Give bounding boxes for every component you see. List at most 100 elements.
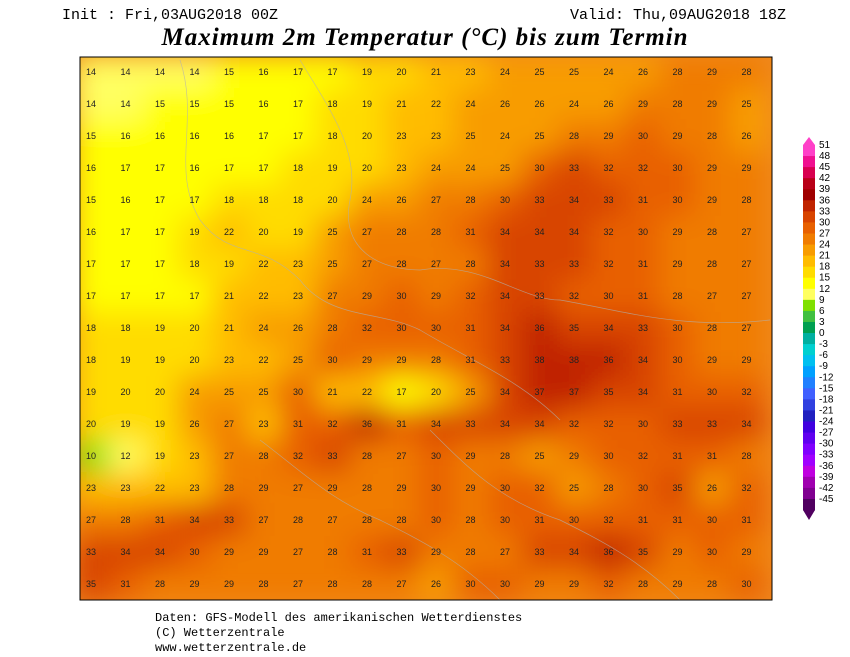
temperature-cell (453, 504, 490, 538)
temperature-label: 21 (328, 387, 338, 397)
temperature-label: 28 (707, 131, 717, 141)
scale-label: 39 (819, 184, 831, 195)
temperature-label: 33 (500, 355, 510, 365)
temperature-cell (350, 568, 387, 600)
temperature-cell (108, 408, 145, 442)
temperature-label: 35 (638, 547, 648, 557)
temperature-cell (453, 312, 490, 346)
temperature-cell (453, 536, 490, 570)
temperature-label: 19 (155, 451, 165, 461)
temperature-label: 29 (190, 579, 200, 589)
temperature-cell (281, 376, 318, 410)
temperature-label: 29 (362, 291, 372, 301)
temperature-label: 34 (569, 547, 579, 557)
temperature-cell (281, 344, 318, 378)
temperature-label: 20 (190, 323, 200, 333)
scale-swatch (803, 498, 815, 511)
temperature-cell (591, 440, 628, 474)
temperature-cell (557, 312, 594, 346)
temperature-cell (246, 216, 283, 250)
temperature-label: 33 (535, 291, 545, 301)
temperature-cell (315, 248, 352, 282)
temperature-label: 30 (638, 131, 648, 141)
scale-swatch (803, 465, 815, 478)
color-scale: 51484542393633302724211815129630-3-6-9-1… (803, 137, 834, 520)
scale-label: 48 (819, 151, 831, 162)
temperature-cell (281, 152, 318, 186)
scale-swatch (803, 299, 815, 312)
temperature-label: 24 (190, 387, 200, 397)
temperature-cell (384, 472, 421, 506)
temperature-label: 25 (293, 355, 303, 365)
temperature-cell (729, 472, 766, 506)
temperature-cell (695, 408, 732, 442)
temperature-label: 25 (535, 67, 545, 77)
temperature-label: 31 (293, 419, 303, 429)
temperature-cell (143, 344, 180, 378)
temperature-label: 20 (190, 355, 200, 365)
temperature-cell (522, 216, 559, 250)
temperature-label: 34 (500, 323, 510, 333)
temperature-cell (143, 440, 180, 474)
temperature-label: 28 (466, 515, 476, 525)
border-line (259, 439, 501, 600)
scale-swatch (803, 421, 815, 434)
temperature-cell (108, 472, 145, 506)
temperature-label: 14 (190, 67, 200, 77)
temperature-label: 20 (362, 163, 372, 173)
temperature-label: 28 (742, 195, 752, 205)
temperature-label: 28 (397, 515, 407, 525)
temperature-cell (212, 88, 249, 122)
temperature-label: 30 (431, 483, 441, 493)
temperature-cell (488, 280, 525, 314)
scale-label: 33 (819, 206, 831, 217)
temperature-label: 34 (500, 419, 510, 429)
temperature-label: 28 (362, 483, 372, 493)
temperature-cell (108, 248, 145, 282)
temperature-cell (453, 88, 490, 122)
temperature-cell (246, 280, 283, 314)
temperature-cell (315, 344, 352, 378)
border-line (429, 429, 681, 600)
temperature-cell (557, 504, 594, 538)
temperature-cell (419, 376, 456, 410)
temperature-label: 28 (328, 579, 338, 589)
temperature-label: 22 (362, 387, 372, 397)
temperature-cell (522, 376, 559, 410)
temperature-cell (315, 376, 352, 410)
temperature-label: 31 (707, 451, 717, 461)
temperature-cell (522, 344, 559, 378)
temperature-cell (212, 568, 249, 600)
temperature-label: 30 (707, 547, 717, 557)
temperature-label: 29 (742, 163, 752, 173)
temperature-cell (246, 344, 283, 378)
temperature-cell (108, 376, 145, 410)
temperature-cell (315, 440, 352, 474)
temperature-label: 24 (431, 163, 441, 173)
temperature-cell (384, 184, 421, 218)
temperature-cell (626, 184, 663, 218)
temperature-cell (80, 280, 111, 314)
temperature-label: 29 (431, 547, 441, 557)
temperature-label: 32 (362, 323, 372, 333)
temperature-label: 28 (707, 227, 717, 237)
temperature-cell (591, 120, 628, 154)
temperature-cell (695, 344, 732, 378)
temperature-label: 35 (569, 323, 579, 333)
temperature-cell (384, 120, 421, 154)
temperature-label: 30 (466, 579, 476, 589)
temperature-cell (350, 376, 387, 410)
temperature-cell (660, 312, 697, 346)
temperature-label: 32 (466, 291, 476, 301)
temperature-label: 25 (466, 387, 476, 397)
temperature-cell (80, 120, 111, 154)
temperature-cell (246, 504, 283, 538)
temperature-cell (419, 152, 456, 186)
temperature-label: 28 (466, 547, 476, 557)
temperature-label: 34 (500, 291, 510, 301)
temperature-cell (384, 504, 421, 538)
scale-arrow-bottom (803, 510, 815, 520)
temperature-label: 28 (362, 579, 372, 589)
temperature-label: 36 (604, 547, 614, 557)
